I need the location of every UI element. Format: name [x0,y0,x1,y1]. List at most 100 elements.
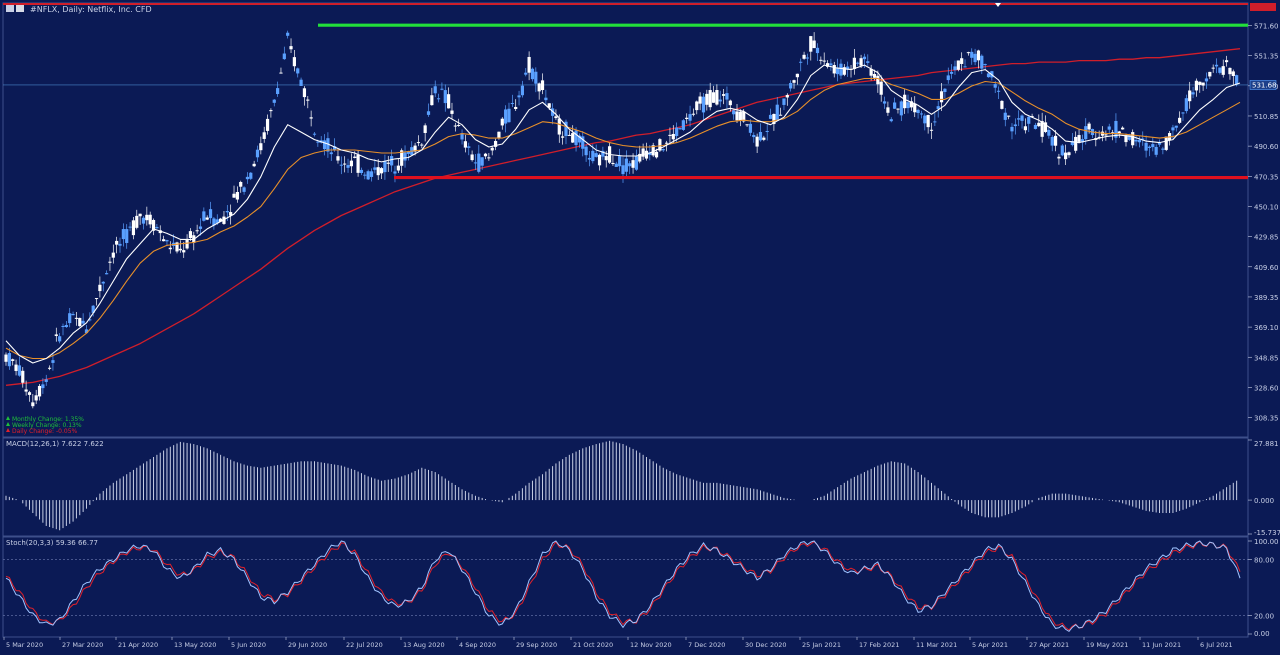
candle-body [339,164,343,166]
candle-body [621,165,625,175]
macd-label: MACD(12,26,1) 7.622 7.622 [6,440,104,448]
candle-body [584,146,588,156]
price-tick-label: 551.35 [1254,53,1279,61]
candle-body [302,88,307,98]
x-axis: 5 Mar 2020 27 Mar 2020 21 Apr 2020 13 May 2… [3,637,1233,649]
candle-body [1194,80,1199,91]
candle-body [1097,136,1101,138]
candle-body [1161,148,1165,150]
candle-body [1000,100,1004,109]
candle-body [993,84,997,88]
candle-body [24,389,28,392]
candle-body [232,193,236,198]
price-tick-label: 450.10 [1254,203,1279,211]
candle-body [561,136,565,138]
candle-body [1157,143,1162,145]
candle-body [1067,152,1071,156]
candle-body [611,163,615,165]
stoch-tick-label: 80.00 [1254,557,1274,565]
candle-body [859,58,863,66]
levels[interactable] [318,23,1248,180]
stoch-y-axis: 100.00 80.00 20.00 0.00 [1248,538,1279,638]
x-tick-label: 21 Apr 2020 [118,641,158,649]
candle-body [306,99,310,101]
candle-body [219,218,223,222]
x-tick-label: 11 Mar 2021 [916,641,957,649]
candle-body [755,136,759,147]
candle-body [886,107,890,113]
candle-body [121,229,125,240]
candle-body [537,83,541,92]
candle-body [255,149,260,158]
candle-body [594,153,598,157]
candle-body [78,317,82,327]
candle-body [443,90,447,104]
candle-body [282,53,286,60]
candle-body [1023,126,1027,131]
candle-body [695,101,699,111]
candle-body [225,211,229,213]
candle-body [359,169,364,173]
candle-body [933,121,937,123]
candle-body [1050,136,1054,146]
candle-body [406,151,410,154]
candle-body [1013,124,1017,127]
candle-body [909,101,913,108]
candle-body [976,50,981,61]
candle-body [1084,126,1088,140]
candle-body [182,250,186,253]
price-tick-label: 409.60 [1254,264,1279,272]
candle-body [272,99,276,103]
candle-body [963,66,967,68]
chart-title: #NFLX, Daily: Netflix, Inc. CFD [30,5,152,14]
candle-body [309,117,313,119]
x-tick-label: 13 Aug 2020 [403,641,445,649]
candle-body [1235,75,1239,85]
candle-body [61,325,65,327]
candle-body [155,226,159,229]
candle-body [752,134,756,138]
candle-body [715,89,719,105]
candles [4,30,1239,409]
candle-body [1027,116,1031,124]
candle-body [748,123,753,133]
candle-body [379,168,384,174]
candle-body [1214,64,1219,67]
candle-body [1231,71,1235,77]
candle-body [1043,122,1048,132]
candle-body [1020,115,1024,121]
candle-body [369,171,374,177]
candle-body [497,131,501,138]
current-price-label: 531.68 [1252,81,1277,89]
candle-body [74,317,79,319]
change-info: Monthly Change: 1.35%Weekly Change: 0.13… [6,416,84,435]
candle-body [970,51,974,58]
candle-body [473,162,478,164]
flag-icon [6,5,14,12]
candle-body [148,214,152,225]
candle-body [336,156,340,161]
candle-body [477,153,481,172]
candle-body [7,353,11,367]
candle-body [1224,60,1229,63]
candle-body [423,125,427,133]
candle-body [517,95,521,98]
candle-body [34,395,38,401]
candle-body [581,136,585,149]
candle-body [641,148,645,157]
candle-body [721,94,726,96]
candle-body [718,99,722,102]
candle-body [685,117,689,120]
candle-body [1057,156,1061,159]
candle-body [504,109,508,124]
candle-body [1144,142,1148,151]
candle-body [856,62,860,64]
candle-body [467,146,471,148]
candle-body [242,187,246,192]
candle-body [785,94,789,98]
stoch-label: Stoch(20,3,3) 59.36 66.77 [6,539,98,547]
x-tick-label: 19 May 2021 [1086,641,1128,649]
candle-body [245,176,250,180]
